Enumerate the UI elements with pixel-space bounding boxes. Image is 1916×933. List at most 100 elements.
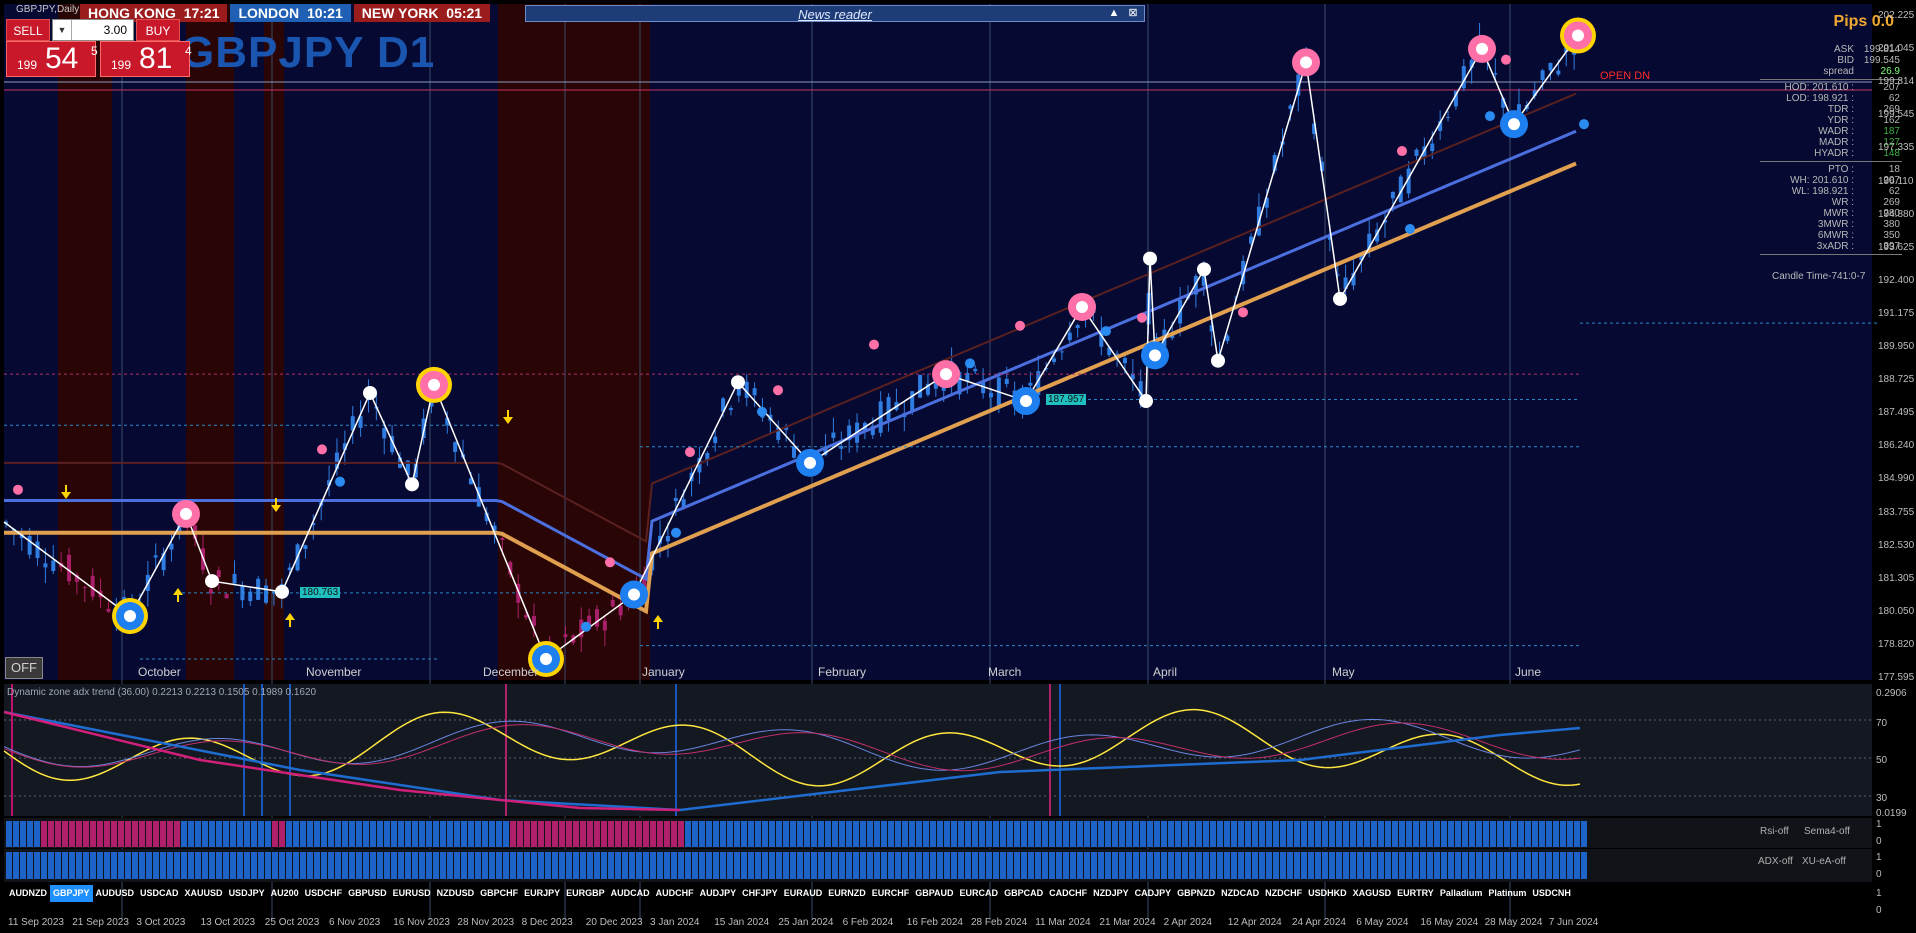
- symbol-tab[interactable]: Platinum: [1488, 888, 1527, 898]
- candle-body: [1501, 98, 1506, 108]
- signal-bar: [510, 852, 516, 879]
- candle-body: [1225, 335, 1230, 341]
- signal-bar: [1308, 821, 1314, 847]
- signal-bar: [1490, 852, 1496, 879]
- news-reader-bar[interactable]: News reader ▲ ⊠: [525, 5, 1145, 22]
- symbol-tab[interactable]: USDCAD: [140, 888, 179, 898]
- signal-bar: [552, 821, 558, 847]
- symbol-tab[interactable]: EURJPY: [524, 888, 561, 898]
- candle-body: [989, 392, 993, 398]
- symbol-tab[interactable]: XAGUSD: [1352, 888, 1392, 898]
- signal-bar: [1574, 852, 1580, 879]
- signal-bar: [405, 821, 411, 847]
- signal-bar: [188, 852, 194, 879]
- sell-button[interactable]: SELL: [6, 19, 50, 41]
- candle-body: [453, 442, 458, 452]
- symbol-tab[interactable]: GBPNZD: [1177, 888, 1216, 898]
- signal-bar: [251, 852, 257, 879]
- buy-button[interactable]: BUY: [136, 19, 180, 41]
- symbol-tab[interactable]: AUDCHF: [655, 888, 694, 898]
- symbol-tab[interactable]: AUDUSD: [95, 888, 135, 898]
- signal-bar: [713, 852, 719, 879]
- xu-off-label[interactable]: XU-eA-off: [1802, 856, 1846, 867]
- signal-bar: [97, 821, 103, 847]
- signal-bar: [1273, 821, 1279, 847]
- off-button[interactable]: OFF: [5, 657, 43, 679]
- buy-price-button[interactable]: 199 81 4: [100, 41, 192, 77]
- symbol-tab[interactable]: GBPCHF: [480, 888, 519, 898]
- signal-bar: [454, 821, 460, 847]
- symbol-tab[interactable]: NZDUSD: [436, 888, 475, 898]
- candle-body: [673, 497, 678, 502]
- symbol-tab[interactable]: USDJPY: [228, 888, 265, 898]
- symbol-tab[interactable]: CADJPY: [1134, 888, 1172, 898]
- symbol-tab[interactable]: NZDCHF: [1265, 888, 1303, 898]
- signal-bar: [1497, 821, 1503, 847]
- chevron-down-icon[interactable]: ▼: [53, 20, 72, 40]
- symbol-tab[interactable]: GBPUSD: [348, 888, 387, 898]
- news-reader-title[interactable]: News reader: [798, 7, 872, 22]
- stat-value: 62: [1888, 93, 1900, 104]
- symbol-tab[interactable]: XAUUSD: [184, 888, 223, 898]
- symbol-tab[interactable]: GBPJPY: [50, 885, 93, 902]
- signal-bar: [1161, 821, 1167, 847]
- sell-price-button[interactable]: 199 54 5: [6, 41, 98, 77]
- signal-bar: [188, 821, 194, 847]
- signal-bar: [566, 852, 572, 879]
- symbol-tab[interactable]: CADCHF: [1049, 888, 1088, 898]
- symbol-bar: AUDNZD GBPJPY AUDUSD USDCAD XAUUSD USDJPY AU20…: [6, 885, 1574, 902]
- signal-bar: [1497, 852, 1503, 879]
- stat-value: 350: [1883, 230, 1900, 241]
- symbol-tab[interactable]: AU200: [270, 888, 299, 898]
- candle-body: [161, 553, 166, 571]
- signal-bar: [902, 821, 908, 847]
- sema-off-label[interactable]: Sema4-off: [1804, 826, 1850, 837]
- symbol-tab[interactable]: GBPAUD: [915, 888, 954, 898]
- signal-bar: [909, 852, 915, 879]
- signal-bar: [503, 852, 509, 879]
- signal-bar: [1378, 852, 1384, 879]
- symbol-tab[interactable]: EURTRY: [1397, 888, 1434, 898]
- pips-counter: Pips 0.0: [1833, 13, 1894, 30]
- symbol-tab[interactable]: AUDNZD: [9, 888, 47, 898]
- symbol-tab[interactable]: EURUSD: [392, 888, 431, 898]
- symbol-tab[interactable]: USDCNH: [1532, 888, 1571, 898]
- close-icon[interactable]: ⊠: [1128, 7, 1138, 19]
- symbol-tab[interactable]: GBPCAD: [1004, 888, 1044, 898]
- signal-bar: [160, 852, 166, 879]
- lot-size-field[interactable]: ▼ 3.00: [52, 19, 134, 41]
- session-clocks: HONG KONG 17:21 LONDON 10:21 NEW YORK 05…: [80, 4, 491, 22]
- candle-body: [1193, 276, 1198, 295]
- symbol-tab[interactable]: EURGBP: [566, 888, 605, 898]
- signal-bar: [1329, 821, 1335, 847]
- symbol-tab[interactable]: EURCAD: [959, 888, 999, 898]
- arrow-signal-head: [503, 417, 513, 424]
- symbol-tab[interactable]: EURCHF: [871, 888, 910, 898]
- date-tick: 6 Feb 2024: [842, 917, 894, 928]
- symbol-tab[interactable]: NZDJPY: [1093, 888, 1129, 898]
- signal-bar: [1217, 821, 1223, 847]
- signal-bar: [993, 852, 999, 879]
- symbol-tab[interactable]: Palladium: [1439, 888, 1483, 898]
- symbol-tab[interactable]: EURNZD: [828, 888, 866, 898]
- lot-size-value[interactable]: 3.00: [103, 23, 127, 37]
- symbol-tab[interactable]: USDCHF: [304, 888, 343, 898]
- symbol-tab[interactable]: AUDCAD: [610, 888, 650, 898]
- rsi-off-label[interactable]: Rsi-off: [1760, 826, 1789, 837]
- symbol-tab[interactable]: USDHKD: [1308, 888, 1347, 898]
- stat-row: PTO : 18: [1760, 164, 1902, 175]
- minimize-icon[interactable]: ▲: [1108, 7, 1120, 19]
- symbol-tab[interactable]: CHFJPY: [742, 888, 778, 898]
- adx-off-label[interactable]: ADX-off: [1758, 856, 1793, 867]
- candle-body: [1312, 123, 1317, 134]
- signal-bar: [48, 821, 54, 847]
- candle-body: [965, 372, 970, 382]
- symbol-tab[interactable]: EURAUD: [783, 888, 823, 898]
- candle-body: [67, 554, 72, 582]
- date-tick: 28 Feb 2024: [971, 917, 1028, 928]
- symbol-tab[interactable]: NZDCAD: [1221, 888, 1260, 898]
- symbol-tab[interactable]: AUDJPY: [699, 888, 737, 898]
- signal-bar: [209, 852, 215, 879]
- candle-body: [327, 480, 332, 486]
